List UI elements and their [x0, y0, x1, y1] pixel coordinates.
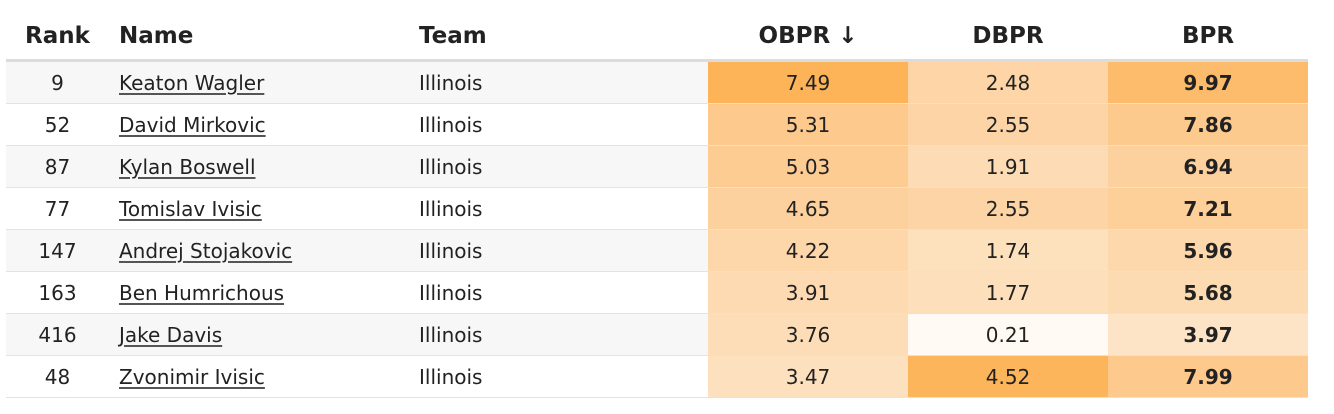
rank-cell: 48 [6, 355, 109, 398]
dbpr-cell: 0.21 [908, 313, 1108, 356]
table-row: 147 Andrej Stojakovic Illinois 4.22 1.74… [6, 229, 1308, 272]
bpr-cell: 5.96 [1108, 229, 1308, 272]
bpr-cell: 7.99 [1108, 355, 1308, 398]
obpr-cell: 3.91 [708, 271, 908, 314]
team-cell: Illinois [409, 229, 708, 272]
obpr-cell: 5.31 [708, 103, 908, 146]
rank-cell: 163 [6, 271, 109, 314]
column-header-team[interactable]: Team [409, 12, 708, 62]
obpr-cell: 5.03 [708, 145, 908, 188]
rank-cell: 77 [6, 187, 109, 230]
dbpr-cell: 2.48 [908, 60, 1108, 104]
dbpr-cell: 1.74 [908, 229, 1108, 272]
name-cell: Tomislav Ivisic [109, 187, 409, 230]
bpr-cell: 7.86 [1108, 103, 1308, 146]
table-row: 87 Kylan Boswell Illinois 5.03 1.91 6.94 [6, 145, 1308, 188]
player-ratings-table: Rank Name Team OBPR ↓ DBPR BPR 9 Keaton … [6, 12, 1308, 398]
player-name-link[interactable]: Keaton Wagler [119, 70, 265, 95]
name-cell: Ben Humrichous [109, 271, 409, 314]
team-cell: Illinois [409, 60, 708, 104]
column-header-dbpr[interactable]: DBPR [908, 12, 1108, 62]
table-header: Rank Name Team OBPR ↓ DBPR BPR [6, 12, 1308, 62]
bpr-cell: 5.68 [1108, 271, 1308, 314]
name-cell: David Mirkovic [109, 103, 409, 146]
name-cell: Andrej Stojakovic [109, 229, 409, 272]
obpr-cell: 3.47 [708, 355, 908, 398]
name-cell: Kylan Boswell [109, 145, 409, 188]
column-header-name[interactable]: Name [109, 12, 409, 62]
player-name-link[interactable]: David Mirkovic [119, 112, 266, 137]
rank-cell: 147 [6, 229, 109, 272]
bpr-cell: 3.97 [1108, 313, 1308, 356]
name-cell: Zvonimir Ivisic [109, 355, 409, 398]
player-name-link[interactable]: Tomislav Ivisic [119, 196, 262, 221]
column-header-obpr-sorted-desc[interactable]: OBPR ↓ [708, 12, 908, 62]
table-row: 52 David Mirkovic Illinois 5.31 2.55 7.8… [6, 103, 1308, 146]
rank-cell: 52 [6, 103, 109, 146]
obpr-cell: 3.76 [708, 313, 908, 356]
dbpr-cell: 1.77 [908, 271, 1108, 314]
bpr-cell: 6.94 [1108, 145, 1308, 188]
column-header-bpr[interactable]: BPR [1108, 12, 1308, 62]
team-cell: Illinois [409, 187, 708, 230]
player-ratings-table-container: Rank Name Team OBPR ↓ DBPR BPR 9 Keaton … [6, 12, 1308, 398]
dbpr-cell: 2.55 [908, 103, 1108, 146]
column-header-rank[interactable]: Rank [6, 12, 109, 62]
team-cell: Illinois [409, 145, 708, 188]
table-body: 9 Keaton Wagler Illinois 7.49 2.48 9.97 … [6, 60, 1308, 398]
header-row: Rank Name Team OBPR ↓ DBPR BPR [6, 12, 1308, 62]
team-cell: Illinois [409, 355, 708, 398]
obpr-cell: 4.65 [708, 187, 908, 230]
table-row: 416 Jake Davis Illinois 3.76 0.21 3.97 [6, 313, 1308, 356]
player-name-link[interactable]: Zvonimir Ivisic [119, 364, 265, 389]
table-row: 48 Zvonimir Ivisic Illinois 3.47 4.52 7.… [6, 355, 1308, 398]
team-cell: Illinois [409, 313, 708, 356]
team-cell: Illinois [409, 271, 708, 314]
obpr-cell: 4.22 [708, 229, 908, 272]
player-name-link[interactable]: Jake Davis [119, 322, 223, 347]
dbpr-cell: 2.55 [908, 187, 1108, 230]
table-row: 77 Tomislav Ivisic Illinois 4.65 2.55 7.… [6, 187, 1308, 230]
player-name-link[interactable]: Ben Humrichous [119, 280, 285, 305]
obpr-cell: 7.49 [708, 60, 908, 104]
rank-cell: 9 [6, 60, 109, 104]
bpr-cell: 9.97 [1108, 60, 1308, 104]
team-cell: Illinois [409, 103, 708, 146]
name-cell: Jake Davis [109, 313, 409, 356]
rank-cell: 87 [6, 145, 109, 188]
table-row: 163 Ben Humrichous Illinois 3.91 1.77 5.… [6, 271, 1308, 314]
dbpr-cell: 4.52 [908, 355, 1108, 398]
player-name-link[interactable]: Andrej Stojakovic [119, 238, 293, 263]
name-cell: Keaton Wagler [109, 60, 409, 104]
dbpr-cell: 1.91 [908, 145, 1108, 188]
bpr-cell: 7.21 [1108, 187, 1308, 230]
player-name-link[interactable]: Kylan Boswell [119, 154, 256, 179]
table-row: 9 Keaton Wagler Illinois 7.49 2.48 9.97 [6, 60, 1308, 104]
rank-cell: 416 [6, 313, 109, 356]
